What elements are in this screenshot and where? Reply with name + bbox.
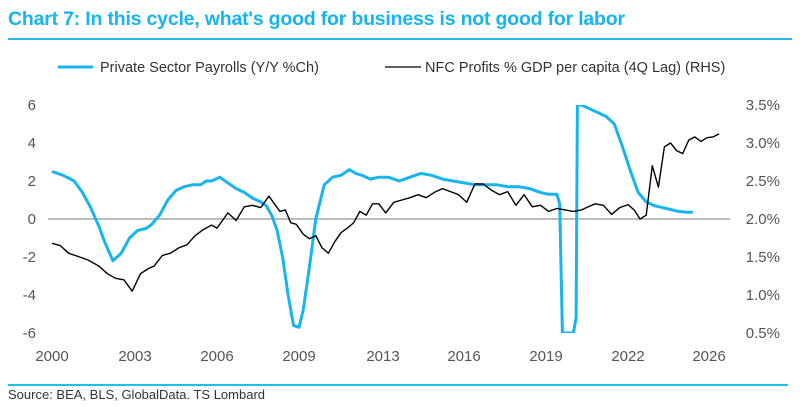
x-tick-label: 2026 xyxy=(692,348,725,365)
profits-line xyxy=(51,133,720,292)
x-tick-label: 2022 xyxy=(611,348,644,365)
right-tick-label: 3.5% xyxy=(746,97,780,114)
right-tick-label: 0.5% xyxy=(746,325,780,342)
x-tick-label: 2019 xyxy=(529,348,562,365)
footer-rule xyxy=(8,384,788,386)
right-axis-ticks: 3.5% 3.0% 2.5% 2.0% 1.5% 1.0% 0.5% xyxy=(746,97,780,342)
x-tick-label: 2013 xyxy=(366,348,399,365)
legend-label-payrolls: Private Sector Payrolls (Y/Y %Ch) xyxy=(100,60,319,76)
left-tick-label: 0 xyxy=(28,211,36,228)
left-tick-label: 2 xyxy=(28,173,36,190)
legend: Private Sector Payrolls (Y/Y %Ch) NFC Pr… xyxy=(58,60,725,76)
left-tick-label: 6 xyxy=(28,97,36,114)
right-tick-label: 2.5% xyxy=(746,173,780,190)
x-tick-label: 2006 xyxy=(200,348,233,365)
left-tick-label: -2 xyxy=(23,249,36,266)
series-group xyxy=(51,105,720,333)
x-tick-label: 2000 xyxy=(35,348,68,365)
x-tick-label: 2003 xyxy=(118,348,151,365)
left-tick-label: -4 xyxy=(23,287,36,304)
legend-label-profits: NFC Profits % GDP per capita (4Q Lag) (R… xyxy=(425,60,725,76)
title-underline xyxy=(8,38,792,40)
right-tick-label: 1.5% xyxy=(746,249,780,266)
x-tick-label: 2009 xyxy=(282,348,315,365)
right-tick-label: 3.0% xyxy=(746,135,780,152)
right-tick-label: 2.0% xyxy=(746,211,780,228)
left-axis-ticks: 6 4 2 0 -2 -4 -6 xyxy=(23,97,36,342)
source-note: Source: BEA, BLS, GlobalData. TS Lombard xyxy=(8,387,266,402)
left-tick-label: 4 xyxy=(28,135,36,152)
x-axis-ticks: 2000 2003 2006 2009 2013 2016 2019 2022 2026 xyxy=(35,348,725,365)
x-tick-label: 2016 xyxy=(447,348,480,365)
right-tick-label: 1.0% xyxy=(746,287,780,304)
payrolls-line xyxy=(51,105,693,333)
chart-title: Chart 7: In this cycle, what's good for … xyxy=(8,8,625,30)
left-tick-label: -6 xyxy=(23,325,36,342)
